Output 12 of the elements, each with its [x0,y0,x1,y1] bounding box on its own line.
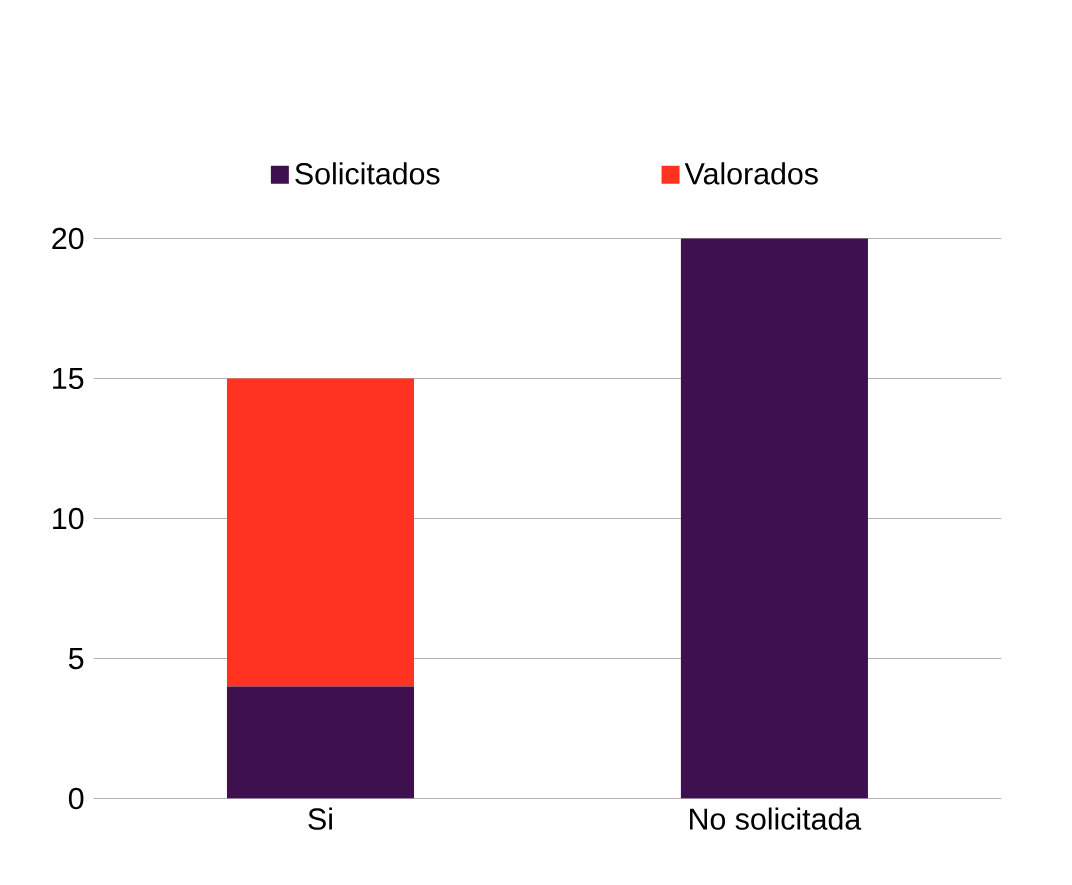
y-tick-label: 20 [52,227,84,250]
y-tick-label: 0 [68,787,84,810]
bar [680,238,868,799]
x-tick-label: Si [308,807,332,830]
bar [226,378,415,687]
legend-label: Valorados [684,162,818,185]
y-tick-label: 5 [68,648,84,670]
bar [226,686,415,799]
x-tick-label: No solicitada [690,807,862,830]
y-tick-label: 15 [53,367,84,390]
y-tick-label: 10 [53,507,84,530]
legend-label: Solicitados [295,162,440,185]
